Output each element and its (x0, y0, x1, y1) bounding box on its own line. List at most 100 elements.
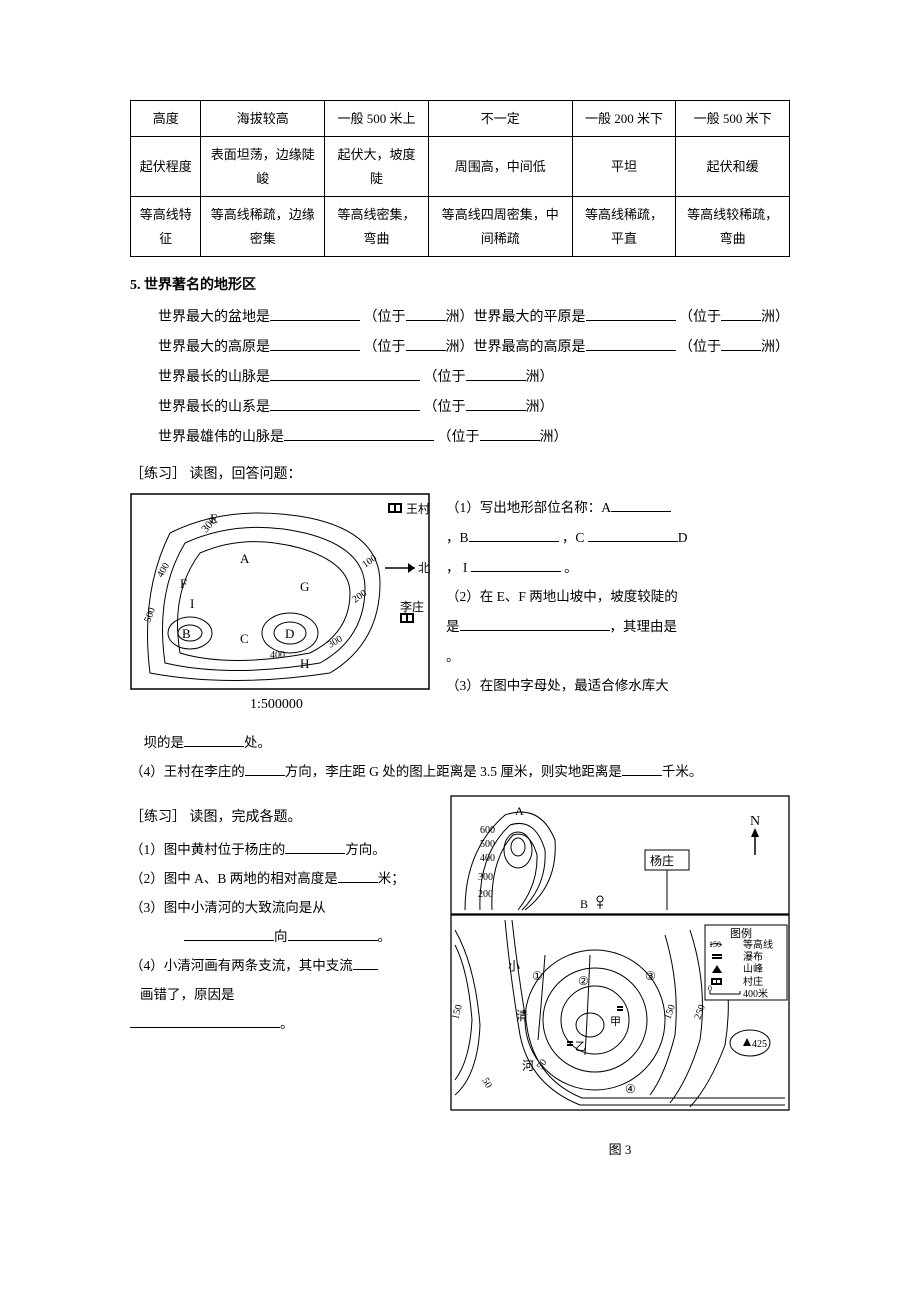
ex2-q4-cont: 画错了，原因是 (130, 981, 436, 1008)
c300: 300 (478, 872, 493, 883)
figure-3-caption: 图 3 (450, 1138, 790, 1161)
blank (184, 927, 274, 941)
cell: 周围高，中间低 (428, 137, 572, 197)
cell-label: 高度 (131, 101, 201, 137)
scale-text: 1:500000 (250, 697, 303, 712)
text: 世界最长的山系是 (158, 400, 270, 415)
text: ， I (446, 560, 467, 575)
cell: 等高线密集，弯曲 (325, 197, 429, 257)
lg3: 山峰 (743, 963, 763, 975)
text: ［练习］ 读图，完成各题。 (130, 810, 302, 825)
map-1-container: A B C D E F G H I 100 200 300 300 400 40… (130, 493, 430, 722)
text: （位于 (364, 340, 406, 355)
north-N: N (750, 814, 760, 829)
text: ［练习］ 读图，回答问题： (130, 467, 302, 482)
ex2-q4: （4）小清河画有两条支流，其中支流 (130, 952, 436, 979)
contour-map-1: A B C D E F G H I 100 200 300 300 400 40… (130, 493, 430, 713)
blank (586, 337, 676, 351)
label-G: G (300, 579, 309, 594)
label-B2: B (580, 897, 588, 911)
text: 。 (280, 1016, 294, 1031)
blank (270, 307, 360, 321)
n3: ③ (645, 969, 656, 983)
cell: 一般 500 米下 (676, 101, 790, 137)
cell: 海拔较高 (201, 101, 325, 137)
q1: （1）写出地形部位名称：A (446, 493, 790, 523)
contour-map-2: A 600 500 400 300 200 B 杨庄 N (450, 795, 790, 1125)
lg5v: 0 (708, 984, 712, 993)
text: 向 (274, 929, 288, 944)
text: ，其理由是 (610, 619, 678, 634)
ex2-q4-end: 。 (130, 1010, 436, 1037)
fill-line-5: 世界最雄伟的山脉是 （位于洲） (130, 424, 790, 452)
text: 世界最雄伟的山脉是 (158, 430, 284, 445)
c600: 600 (480, 825, 495, 836)
q3-cont: 坝的是处。 (130, 729, 790, 756)
blank (466, 397, 526, 411)
blank (586, 307, 676, 321)
label-H: H (300, 656, 309, 671)
contour-300: 300 (326, 634, 344, 651)
blank (466, 367, 526, 381)
cell: 表面坦荡，边缘陡峻 (201, 137, 325, 197)
c150a: 150 (450, 1003, 465, 1020)
text: （位于 (424, 400, 466, 415)
blank (469, 529, 559, 543)
fill-line-4: 世界最长的山系是 （位于 洲） (130, 394, 790, 422)
text: 洲） (526, 370, 554, 385)
blank (245, 762, 285, 776)
text: 。 (446, 649, 460, 664)
n2: ② (578, 974, 589, 988)
blank (338, 869, 378, 883)
text: 方向。 (345, 842, 386, 857)
label-I: I (190, 596, 194, 611)
text: （3）图中小清河的大致流向是从 (130, 900, 326, 915)
text: （位于 (438, 430, 480, 445)
blank (288, 927, 378, 941)
river-qing: 清 (516, 1009, 528, 1023)
river-he: 河 (522, 1059, 534, 1073)
q3: （3）在图中字母处，最适合修水库大 (446, 671, 790, 701)
text: 洲）世界最高的高原是 (446, 340, 586, 355)
cell: 等高线四周密集，中间稀疏 (428, 197, 572, 257)
map-1-questions: （1）写出地形部位名称：A ，B ，C D ， I 。 （2）在 E、F 两地山… (446, 493, 790, 701)
c50a: 50 (479, 1076, 494, 1090)
c250: 250 (692, 1003, 707, 1021)
blank (721, 337, 761, 351)
blank (285, 840, 345, 854)
text: （2）图中 A、B 两地的相对高度是 (130, 871, 338, 886)
text: 处。 (244, 735, 271, 750)
c200: 200 (478, 889, 493, 900)
label-C: C (240, 631, 249, 646)
lg5: 400米 (743, 987, 768, 1000)
blank (588, 529, 678, 543)
q2-end: 。 (446, 642, 790, 672)
text: 洲） (526, 400, 554, 415)
c400: 400 (480, 853, 495, 864)
legend-title: 图例 (730, 926, 752, 940)
text: （位于 (679, 340, 721, 355)
cell: 等高线较稀疏，弯曲 (676, 197, 790, 257)
exercise-2-questions: ［练习］ 读图，完成各题。 （1）图中黄村位于杨庄的方向。 （2）图中 A、B … (130, 795, 436, 1039)
text: （1）写出地形部位名称：A (446, 500, 611, 515)
blank (184, 733, 244, 747)
fill-line-2: 世界最大的高原是 （位于洲）世界最高的高原是 （位于洲） (130, 334, 790, 362)
peak-425: 425 (752, 1039, 767, 1050)
q2-cont: 是，其理由是 (446, 612, 790, 642)
q1-cont2: ， I 。 (446, 553, 790, 583)
text: 洲） (761, 310, 789, 325)
cell: 一般 200 米下 (572, 101, 676, 137)
contour-100: 100 (360, 553, 379, 571)
blank (130, 1014, 280, 1028)
cell: 一般 500 米上 (325, 101, 429, 137)
text: 。 (378, 929, 392, 944)
lg1v: 150 (709, 940, 721, 949)
blank (611, 499, 671, 513)
blank (130, 985, 140, 999)
table-row: 高度 海拔较高 一般 500 米上 不一定 一般 200 米下 一般 500 米… (131, 101, 790, 137)
blank (460, 618, 610, 632)
blank (480, 427, 540, 441)
text: （2）在 E、F 两地山坡中，坡度较陡的 (446, 589, 678, 604)
blank (622, 762, 662, 776)
table-row: 起伏程度 表面坦荡，边缘陡峻 起伏大，坡度陡 周围高，中间低 平坦 起伏和缓 (131, 137, 790, 197)
